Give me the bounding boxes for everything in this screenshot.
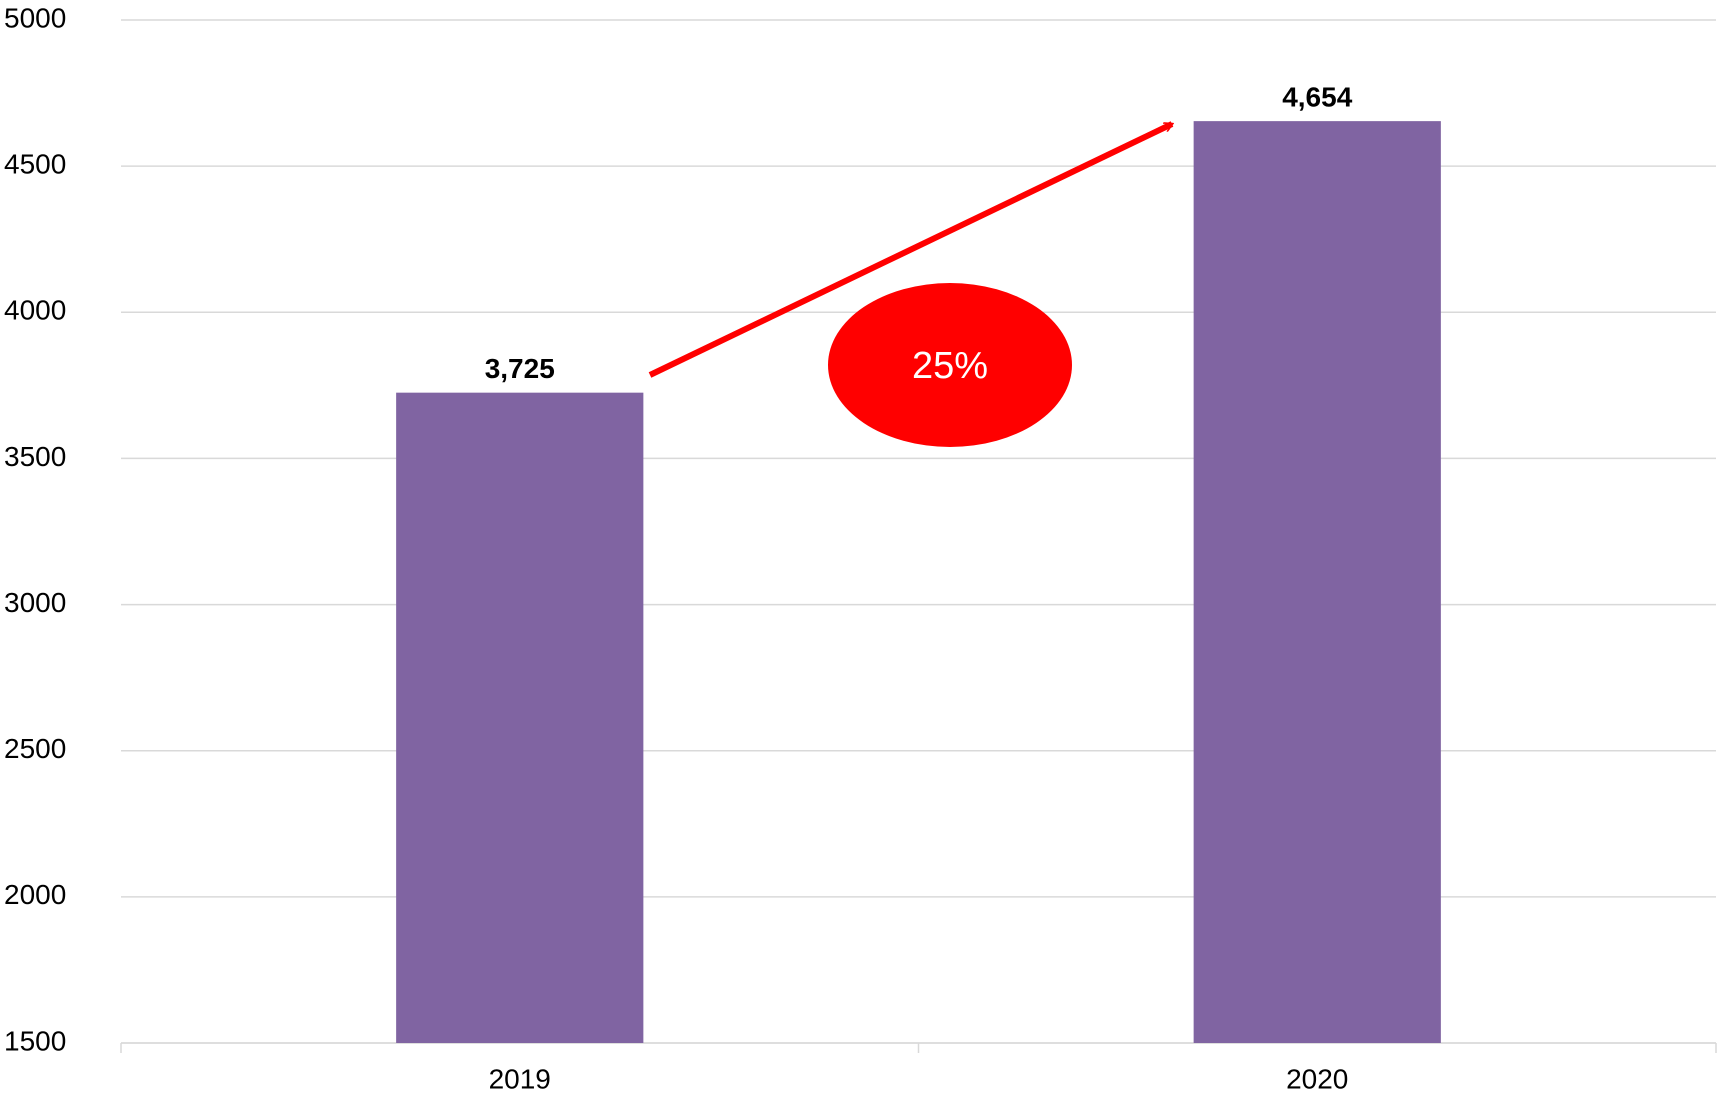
- x-tick-label: 2020: [1286, 1063, 1348, 1094]
- y-tick-label: 3000: [4, 587, 66, 618]
- value-label: 3,725: [485, 353, 555, 384]
- y-tick-label: 2000: [4, 879, 66, 910]
- bar: [396, 392, 644, 1043]
- y-tick-label: 2500: [4, 733, 66, 764]
- value-label: 4,654: [1282, 82, 1352, 113]
- x-tick-label: 2019: [489, 1063, 551, 1094]
- annotation-bubble: [828, 283, 1072, 447]
- annotation: 25%: [912, 345, 988, 387]
- y-tick-label: 3500: [4, 441, 66, 472]
- bar: [1193, 121, 1441, 1043]
- y-tick-label: 4000: [4, 295, 66, 326]
- y-tick-label: 5000: [4, 2, 66, 33]
- y-tick-label: 1500: [4, 1025, 66, 1056]
- y-tick-label: 4500: [4, 149, 66, 180]
- growth-arrow: [648, 121, 1172, 378]
